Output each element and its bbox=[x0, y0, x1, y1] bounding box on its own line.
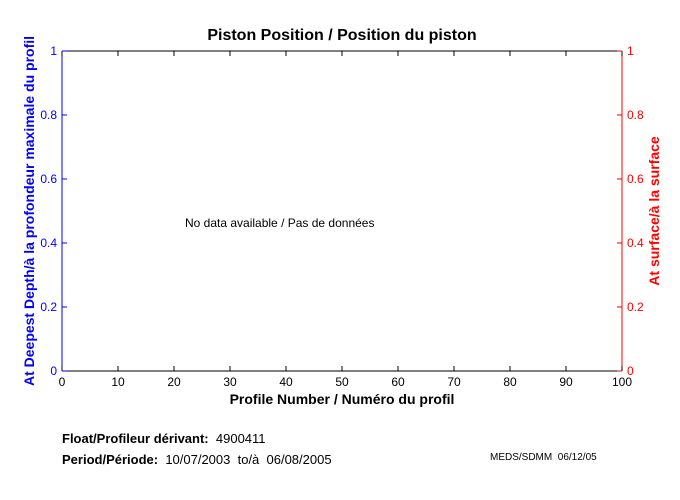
source-stamp: MEDS/SDMM 06/12/05 bbox=[490, 452, 597, 463]
x-tick-label: 20 bbox=[167, 375, 181, 389]
y-right-tick-label: 0.8 bbox=[627, 108, 644, 122]
float-value: 4900411 bbox=[215, 431, 266, 446]
y-left-tick-label: 0.2 bbox=[40, 300, 57, 314]
y-right-tick-label: 0.6 bbox=[627, 172, 644, 186]
chart-title: Piston Position / Position du piston bbox=[207, 27, 476, 44]
x-tick-label: 0 bbox=[59, 375, 66, 389]
period-value: 10/07/2003 to/à 06/08/2005 bbox=[165, 452, 332, 467]
x-tick-label: 60 bbox=[391, 375, 405, 389]
x-tick-label: 100 bbox=[612, 375, 632, 389]
x-tick-label: 70 bbox=[447, 375, 461, 389]
x-tick-label: 40 bbox=[279, 375, 293, 389]
y-right-tick-label: 0.4 bbox=[627, 236, 644, 250]
period-info: Period/Période: 10/07/2003 to/à 06/08/20… bbox=[62, 452, 332, 467]
period-label: Period/Période: bbox=[62, 452, 159, 467]
y-axis-right-label: At surface/à la surface bbox=[646, 136, 662, 286]
y-left-tick-label: 0 bbox=[50, 364, 57, 378]
x-axis-label: Profile Number / Numéro du profil bbox=[230, 391, 455, 407]
x-tick-label: 30 bbox=[223, 375, 237, 389]
x-tick-label: 50 bbox=[335, 375, 349, 389]
float-label: Float/Profileur dérivant: bbox=[62, 431, 209, 446]
x-tick-label: 90 bbox=[559, 375, 573, 389]
x-tick-label: 80 bbox=[503, 375, 517, 389]
y-axis-left-label: At Deepest Depth/à la profondeur maximal… bbox=[21, 36, 37, 386]
float-info: Float/Profileur dérivant: 4900411 bbox=[62, 431, 266, 446]
y-right-tick-label: 0.2 bbox=[627, 300, 644, 314]
y-right-tick-label: 0 bbox=[627, 364, 634, 378]
x-tick-label: 10 bbox=[111, 375, 125, 389]
y-right-tick-label: 1 bbox=[627, 44, 634, 58]
no-data-annotation: No data available / Pas de données bbox=[185, 216, 374, 230]
y-left-tick-label: 0.6 bbox=[40, 172, 57, 186]
y-left-tick-label: 0.4 bbox=[40, 236, 57, 250]
y-left-tick-label: 1 bbox=[50, 44, 57, 58]
y-left-tick-label: 0.8 bbox=[40, 108, 57, 122]
